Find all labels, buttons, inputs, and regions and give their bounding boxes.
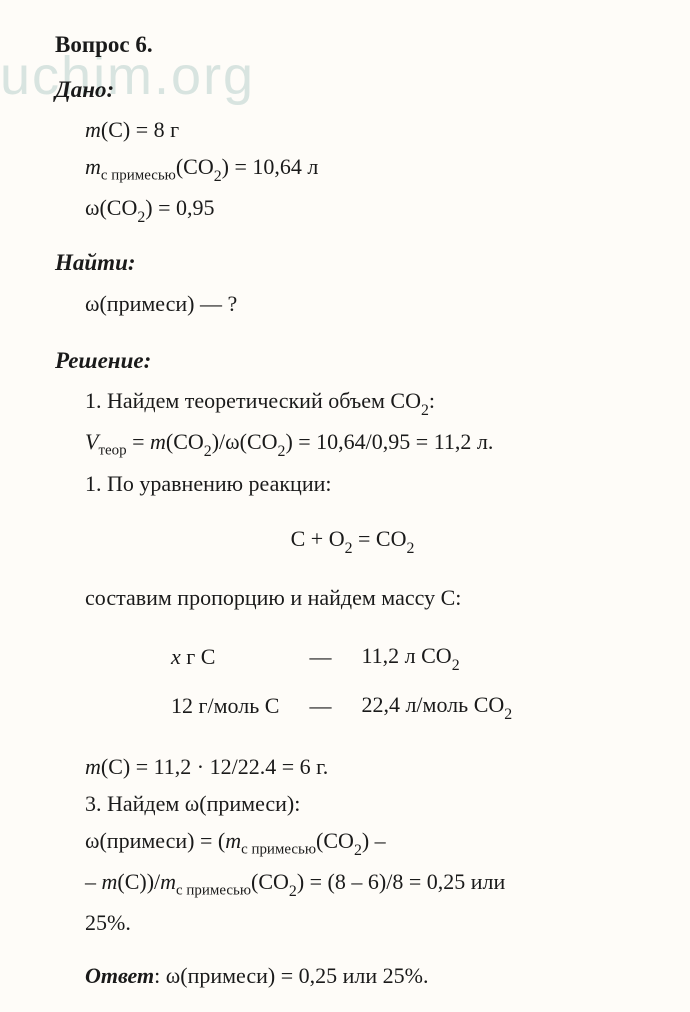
- text: 11,2 л CO: [361, 643, 451, 668]
- eq-text: C + O: [291, 526, 345, 551]
- cell-dash: —: [295, 683, 345, 730]
- text: )/ω(CO: [212, 429, 278, 454]
- text: (C))/: [117, 869, 160, 894]
- table-row: 12 г/моль C — 22,4 л/моль CO2: [157, 683, 526, 730]
- solution-block: Решение: 1. Найдем теоретический объем C…: [55, 344, 650, 992]
- cell: 22,4 л/моль CO2: [347, 683, 526, 730]
- s3-line: 1. По уравнению реакции:: [85, 467, 650, 500]
- sub-text: с примесью: [176, 882, 251, 898]
- text: –: [85, 869, 102, 894]
- s8-line: – m(C))/mс примесью(CO2) = (8 – 6)/8 = 0…: [85, 865, 650, 902]
- s4-line-wrap: составим пропорцию и найдем массу C:: [85, 581, 650, 614]
- text: ) = (8 – 6)/8 = 0,25 или: [297, 869, 505, 894]
- text: ) = 10,64/0,95 = 11,2 л.: [285, 429, 493, 454]
- text: (CO: [251, 869, 289, 894]
- cell-dash: —: [295, 634, 345, 681]
- answer-text: : ω(примеси) = 0,25 или 25%.: [154, 963, 428, 988]
- var-m: m: [85, 154, 101, 179]
- given-label: Дано:: [55, 73, 650, 108]
- s1-line: 1. Найдем теоретический объем CO2:: [85, 384, 650, 421]
- var-m: m: [225, 828, 241, 853]
- find-line: ω(примеси) — ?: [85, 287, 650, 320]
- s5-line: m(C) = 11,2 · 12/22.4 = 6 г.: [85, 750, 650, 783]
- given-line-1: m(C) = 8 г: [85, 113, 650, 146]
- var-m: m: [85, 754, 101, 779]
- answer-label: Ответ: [85, 963, 154, 988]
- sub-teor: теор: [98, 443, 126, 459]
- text: ω(CO: [85, 195, 137, 220]
- sub-2: 2: [289, 883, 297, 900]
- table-row: x г C — 11,2 л CO2: [157, 634, 526, 681]
- text: ω(примеси) = (: [85, 828, 225, 853]
- cell: x г C: [157, 634, 293, 681]
- s6-line: 3. Найдем ω(примеси):: [85, 787, 650, 820]
- text: (CO: [316, 828, 354, 853]
- find-block: ω(примеси) — ?: [85, 287, 650, 320]
- text: г C: [181, 644, 216, 669]
- solution-step-3: m(C) = 11,2 · 12/22.4 = 6 г. 3. Найдем ω…: [85, 750, 650, 939]
- text: 22,4 л/моль CO: [361, 692, 504, 717]
- text: ) –: [362, 828, 386, 853]
- find-label: Найти:: [55, 246, 650, 281]
- sub-2: 2: [204, 443, 212, 460]
- s9-line: 25%.: [85, 906, 650, 939]
- text: ) = 0,95: [145, 195, 214, 220]
- cell: 11,2 л CO2: [347, 634, 526, 681]
- s2-line: Vтеор = m(CO2)/ω(CO2) = 10,64/0,95 = 11,…: [85, 425, 650, 462]
- equation: C + O2 = CO2: [55, 522, 650, 559]
- given-line-2: mс примесью(CO2) = 10,64 л: [85, 150, 650, 187]
- text: (CO: [176, 154, 214, 179]
- sub-2: 2: [137, 209, 145, 226]
- solution-label: Решение:: [55, 344, 650, 379]
- text: ) = 10,64 л: [222, 154, 319, 179]
- sub-2: 2: [406, 540, 414, 557]
- var-m: m: [102, 869, 118, 894]
- answer-block: Ответ: ω(примеси) = 0,25 или 25%.: [85, 959, 650, 992]
- var-m: m: [85, 117, 101, 142]
- sub-2: 2: [278, 443, 286, 460]
- text: (C) = 11,2 · 12/22.4 = 6 г.: [101, 754, 328, 779]
- sub-text: с примесью: [101, 167, 176, 183]
- eq-text: = CO: [353, 526, 407, 551]
- given-block: m(C) = 8 г mс примесью(CO2) = 10,64 л ω(…: [85, 113, 650, 228]
- var-m: m: [150, 429, 166, 454]
- text: 1. Найдем теоретический объем CO: [85, 388, 421, 413]
- proportion-table: x г C — 11,2 л CO2 12 г/моль C — 22,4 л/…: [155, 632, 528, 732]
- document-content: Вопрос 6. Дано: m(C) = 8 г mс примесью(C…: [0, 0, 690, 1012]
- sub-2: 2: [354, 842, 362, 859]
- text: =: [127, 429, 150, 454]
- text: (CO: [166, 429, 204, 454]
- var-x: x: [171, 644, 181, 669]
- sub-2: 2: [504, 706, 512, 723]
- s4-line: составим пропорцию и найдем массу C:: [85, 581, 650, 614]
- solution-step-1: 1. Найдем теоретический объем CO2: Vтеор…: [85, 384, 650, 499]
- var-v: V: [85, 429, 98, 454]
- text: :: [429, 388, 435, 413]
- sub-text: с примесью: [241, 841, 316, 857]
- given-line-3: ω(CO2) = 0,95: [85, 191, 650, 228]
- cell: 12 г/моль C: [157, 683, 293, 730]
- sub-2: 2: [452, 657, 460, 674]
- given-l1-rest: (C) = 8 г: [101, 117, 179, 142]
- sub-2: 2: [214, 168, 222, 185]
- var-m: m: [160, 869, 176, 894]
- sub-2: 2: [421, 402, 429, 419]
- s7-line: ω(примеси) = (mс примесью(CO2) –: [85, 824, 650, 861]
- question-title: Вопрос 6.: [55, 28, 650, 63]
- sub-2: 2: [345, 540, 353, 557]
